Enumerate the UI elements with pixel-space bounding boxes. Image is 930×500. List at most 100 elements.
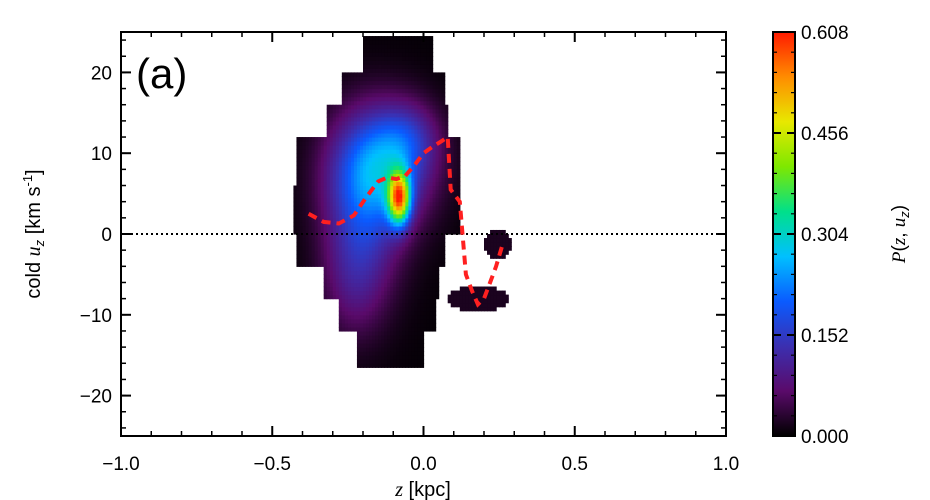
heatmap-cell bbox=[369, 149, 373, 154]
heatmap-cell bbox=[411, 120, 416, 126]
heatmap-cell bbox=[375, 225, 379, 231]
heatmap-cell bbox=[363, 330, 367, 336]
heatmap-cell bbox=[372, 310, 376, 316]
heatmap-cell bbox=[417, 52, 422, 57]
heatmap-cell bbox=[417, 193, 422, 199]
heatmap-cell bbox=[420, 157, 425, 162]
heatmap-cell bbox=[366, 104, 370, 110]
heatmap-cell bbox=[396, 213, 400, 219]
heatmap-cell bbox=[502, 238, 506, 243]
heatmap-cell bbox=[369, 246, 373, 251]
heatmap-cell bbox=[314, 153, 319, 158]
heatmap-cell bbox=[499, 238, 503, 243]
heatmap-cell bbox=[429, 60, 434, 65]
heatmap-cell bbox=[420, 290, 425, 296]
heatmap-cell bbox=[366, 330, 370, 336]
heatmap-cell bbox=[375, 318, 379, 324]
heatmap-cell bbox=[387, 181, 391, 187]
heatmap-cell bbox=[396, 181, 400, 187]
heatmap-cell bbox=[414, 44, 419, 49]
heatmap-cell bbox=[471, 298, 476, 304]
heatmap-cell bbox=[484, 242, 488, 247]
heatmap-cell bbox=[359, 72, 364, 78]
heatmap-cell bbox=[405, 294, 409, 300]
heatmap-cell bbox=[375, 193, 379, 199]
heatmap-cell bbox=[390, 169, 394, 174]
heatmap-cell bbox=[423, 104, 428, 110]
heatmap-cell bbox=[414, 322, 419, 328]
heatmap-cell bbox=[375, 234, 379, 239]
heatmap-cell bbox=[405, 84, 409, 90]
heatmap-cell bbox=[408, 153, 412, 158]
heatmap-cell bbox=[372, 52, 376, 57]
heatmap-cell bbox=[426, 96, 431, 102]
heatmap-cell bbox=[390, 355, 394, 360]
heatmap-cell bbox=[438, 96, 443, 102]
heatmap-cell bbox=[399, 72, 403, 78]
heatmap-cell bbox=[363, 141, 367, 146]
heatmap-cell bbox=[396, 116, 400, 122]
heatmap-cell bbox=[432, 238, 437, 243]
heatmap-cell bbox=[381, 185, 385, 191]
heatmap-cell bbox=[429, 173, 434, 179]
heatmap-cell bbox=[381, 363, 385, 368]
heatmap-cell bbox=[363, 294, 367, 300]
heatmap-cell bbox=[341, 314, 346, 320]
heatmap-cell bbox=[375, 189, 379, 195]
heatmap-cell bbox=[317, 169, 322, 174]
heatmap-cell bbox=[399, 189, 403, 195]
heatmap-cell bbox=[414, 213, 419, 219]
heatmap-cell bbox=[359, 347, 364, 352]
heatmap-cell bbox=[396, 141, 400, 146]
heatmap-cell bbox=[363, 314, 367, 320]
heatmap-cell bbox=[329, 185, 334, 191]
heatmap-cell bbox=[356, 84, 361, 90]
heatmap-cell bbox=[344, 189, 349, 195]
heatmap-cell bbox=[477, 294, 482, 300]
heatmap-cell bbox=[502, 234, 506, 239]
heatmap-cell bbox=[453, 290, 458, 296]
heatmap-cell bbox=[435, 112, 440, 118]
heatmap-cell bbox=[372, 60, 376, 65]
heatmap-cell bbox=[399, 84, 403, 90]
heatmap-cell bbox=[353, 169, 358, 174]
heatmap-cell bbox=[317, 161, 322, 166]
heatmap-cell bbox=[417, 84, 422, 90]
heatmap-cell bbox=[411, 44, 416, 49]
heatmap-cell bbox=[408, 141, 412, 146]
heatmap-cell bbox=[393, 217, 397, 223]
heatmap-cell bbox=[314, 161, 319, 166]
heatmap-cell bbox=[317, 149, 322, 154]
heatmap-cell bbox=[393, 274, 397, 280]
heatmap-cell bbox=[405, 355, 409, 360]
heatmap-cell bbox=[366, 310, 370, 316]
heatmap-cell bbox=[384, 290, 388, 296]
heatmap-cell bbox=[405, 326, 409, 332]
heatmap-cell bbox=[429, 217, 434, 223]
heatmap-cell bbox=[359, 270, 364, 275]
heatmap-cell bbox=[432, 124, 437, 130]
heatmap-cell bbox=[381, 40, 385, 45]
heatmap-cell bbox=[456, 209, 461, 215]
heatmap-cell bbox=[438, 137, 443, 142]
heatmap-cell bbox=[414, 141, 419, 146]
heatmap-cell bbox=[381, 234, 385, 239]
heatmap-cell bbox=[329, 124, 334, 130]
heatmap-cell bbox=[399, 250, 403, 255]
heatmap-cell bbox=[320, 157, 325, 162]
heatmap-cell bbox=[405, 278, 409, 284]
heatmap-cell bbox=[408, 302, 412, 308]
heatmap-cell bbox=[426, 72, 431, 78]
heatmap-cell bbox=[411, 108, 416, 114]
heatmap-cell bbox=[341, 306, 346, 312]
heatmap-cell bbox=[356, 169, 361, 174]
heatmap-cell bbox=[341, 161, 346, 166]
heatmap-cell bbox=[480, 286, 485, 292]
heatmap-cell bbox=[399, 108, 403, 114]
heatmap-cell bbox=[390, 128, 394, 134]
heatmap-cell bbox=[390, 343, 394, 348]
heatmap-cell bbox=[426, 80, 431, 86]
heatmap-cell bbox=[384, 282, 388, 288]
heatmap-cell bbox=[384, 44, 388, 49]
heatmap-cell bbox=[441, 221, 446, 227]
